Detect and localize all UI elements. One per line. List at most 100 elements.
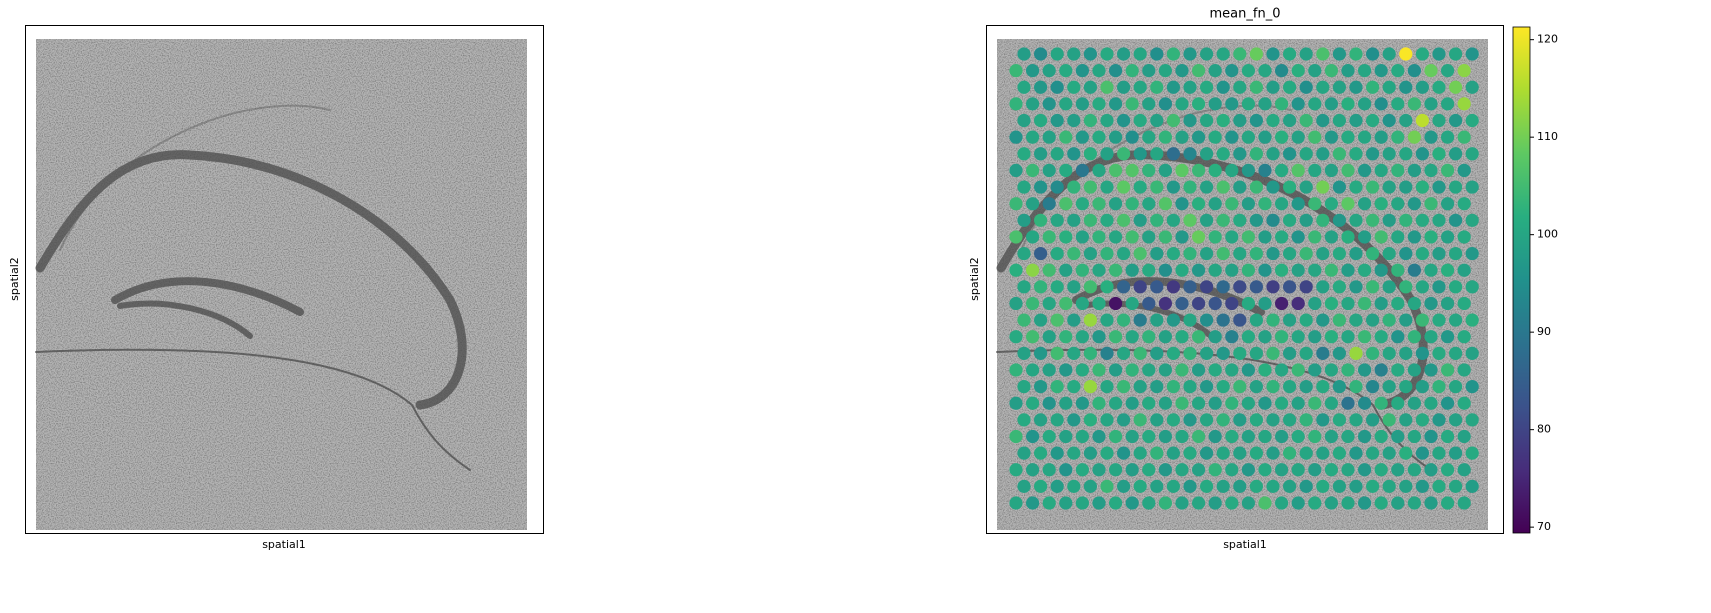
spot (1241, 363, 1255, 377)
spot (1241, 296, 1255, 311)
spot (1109, 130, 1123, 144)
spot (1192, 197, 1206, 211)
spot (1366, 113, 1380, 128)
spot (1358, 97, 1372, 111)
spot (1183, 446, 1197, 460)
spot (1233, 213, 1247, 227)
spot (1291, 296, 1305, 311)
spot (1026, 296, 1040, 311)
spot (1258, 496, 1272, 510)
spot (1059, 296, 1073, 311)
spot (1399, 180, 1413, 194)
spot (1449, 213, 1463, 227)
spot (1415, 313, 1429, 327)
spot (1449, 446, 1463, 460)
spot (1109, 263, 1123, 277)
spot (1059, 396, 1073, 410)
spot (1075, 197, 1089, 211)
spot (1441, 197, 1455, 211)
spot (1432, 413, 1446, 427)
spot (1449, 180, 1463, 194)
spot (1415, 346, 1429, 360)
spot (1441, 429, 1455, 444)
spot (1050, 479, 1064, 493)
spot (1366, 479, 1380, 493)
spot (1075, 64, 1089, 78)
spot (1266, 446, 1280, 460)
spot (1424, 363, 1438, 377)
y-axis-label: spatial2 (968, 257, 981, 301)
spot (1166, 113, 1180, 128)
spot (1125, 230, 1139, 244)
spot (1034, 113, 1048, 128)
spot (1241, 463, 1255, 477)
spot (1424, 230, 1438, 244)
spot (1407, 496, 1421, 510)
spot (1324, 130, 1338, 144)
spot (1175, 163, 1189, 178)
y-axis-label: spatial2 (8, 257, 21, 301)
spot (1150, 113, 1164, 128)
spot (1092, 429, 1106, 444)
spot (1432, 180, 1446, 194)
spot (1175, 64, 1189, 78)
spot (1183, 147, 1197, 161)
spot (1216, 80, 1230, 94)
spot (1358, 396, 1372, 410)
spot (1275, 363, 1289, 377)
spot (1291, 197, 1305, 211)
spot (1449, 313, 1463, 327)
spot (1258, 263, 1272, 277)
spot (1175, 330, 1189, 344)
spot (1465, 180, 1479, 194)
spot (1266, 213, 1280, 227)
spot (1241, 130, 1255, 144)
spot (1374, 296, 1388, 311)
spot (1366, 80, 1380, 94)
spot (1424, 130, 1438, 144)
spot (1241, 230, 1255, 244)
spot (1142, 296, 1156, 311)
spot (1358, 363, 1372, 377)
spot (1192, 429, 1206, 444)
spot (1109, 197, 1123, 211)
spot (1117, 113, 1131, 128)
spot (1266, 380, 1280, 394)
spot (1258, 230, 1272, 244)
spot (1283, 180, 1297, 194)
spot (1316, 479, 1330, 493)
spot (1332, 413, 1346, 427)
spot (1183, 346, 1197, 360)
spot (1432, 213, 1446, 227)
spot (1200, 47, 1214, 61)
spot (1358, 64, 1372, 78)
spot (1216, 147, 1230, 161)
spot (1382, 147, 1396, 161)
spot (1341, 163, 1355, 178)
spot (1308, 463, 1322, 477)
spot (1092, 396, 1106, 410)
spot (1283, 413, 1297, 427)
spot (1034, 147, 1048, 161)
spot (1332, 479, 1346, 493)
spot (1332, 446, 1346, 460)
spot (1133, 113, 1147, 128)
colorbar (1512, 26, 1531, 534)
spot (1034, 80, 1048, 94)
spot (1200, 280, 1214, 294)
spot (1465, 113, 1479, 128)
colorbar-tick-label: 70 (1537, 520, 1551, 533)
spot (1374, 64, 1388, 78)
spot (1283, 479, 1297, 493)
spot (1150, 413, 1164, 427)
spot (1283, 147, 1297, 161)
spot (1133, 80, 1147, 94)
spot (1133, 413, 1147, 427)
spot (1332, 80, 1346, 94)
spot (1275, 230, 1289, 244)
spot (1366, 313, 1380, 327)
spot (1407, 429, 1421, 444)
spot (1075, 296, 1089, 311)
spot (1324, 64, 1338, 78)
spot (1009, 496, 1023, 510)
